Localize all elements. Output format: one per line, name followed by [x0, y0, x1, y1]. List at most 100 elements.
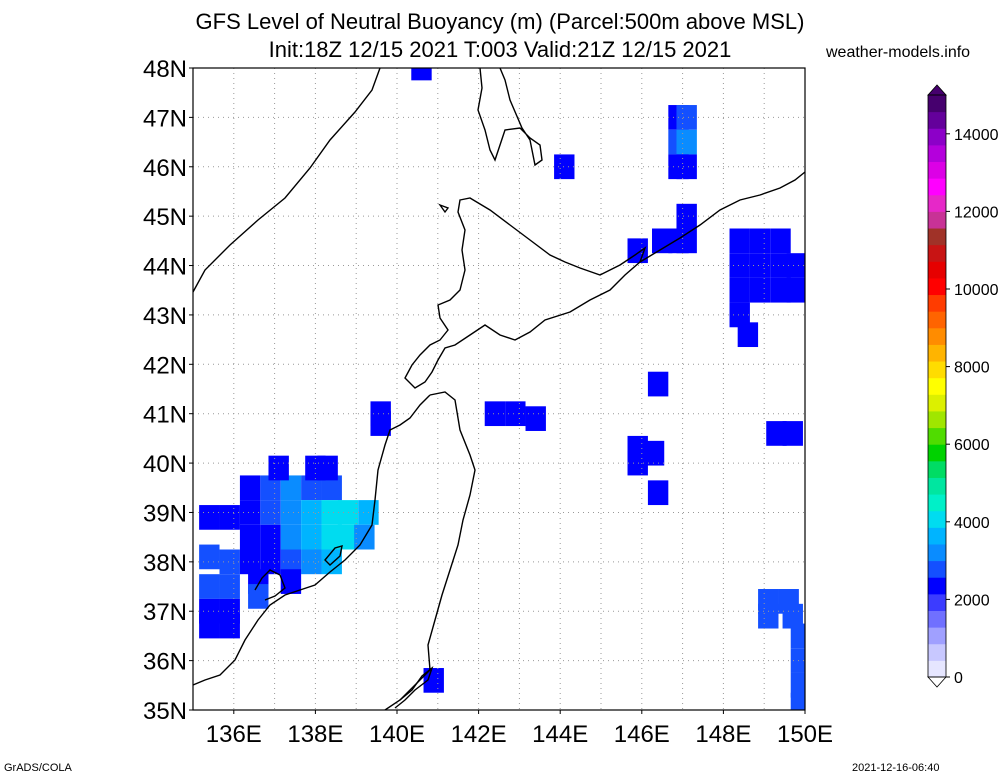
field-cell — [647, 371, 669, 397]
lon-tick-label: 144E — [532, 721, 588, 748]
colorbar-segment — [928, 660, 946, 678]
field-cell — [239, 549, 261, 575]
colorbar-segment — [928, 294, 946, 312]
colorbar-segment — [928, 427, 946, 445]
colorbar-label: 6000 — [954, 437, 990, 454]
latitude-labels: 48N 47N 46N 45N 44N 43N 42N 41N 40N 39N 38N 37N 36N 3… — [143, 56, 193, 725]
lat-tick-label: 39N — [143, 500, 187, 527]
colorbar-label: 14000 — [954, 127, 999, 144]
lon-tick-label: 142E — [451, 721, 507, 748]
map-grid — [193, 68, 805, 710]
field-cell — [652, 228, 673, 254]
colorbar-max-arrow — [927, 84, 947, 96]
field-cell — [423, 668, 444, 693]
field-cell — [280, 500, 302, 525]
field-cell — [411, 68, 432, 81]
lat-tick-label: 46N — [143, 155, 187, 182]
colorbar-segment — [928, 194, 946, 212]
lat-tick-label: 48N — [143, 56, 187, 83]
coastline-hokkaido — [404, 197, 647, 389]
field-cell — [525, 406, 546, 431]
field-cell — [219, 549, 240, 575]
lon-tick-label: 146E — [614, 721, 670, 748]
field-cell — [260, 475, 281, 501]
lat-tick-label: 41N — [143, 402, 187, 429]
field-cell — [676, 228, 697, 254]
colorbar-segment — [928, 344, 946, 362]
footer-timestamp: 2021-12-16-06:40 — [852, 762, 940, 774]
colorbar-segment — [928, 128, 946, 146]
field-cell — [321, 500, 342, 525]
field-cell — [260, 549, 281, 575]
field-cell — [219, 574, 240, 599]
field-cell — [337, 524, 359, 550]
lat-tick-label: 36N — [143, 649, 187, 676]
field-cell — [749, 228, 771, 254]
field-cell — [301, 475, 322, 501]
lat-tick-label: 37N — [143, 599, 187, 626]
colorbar-segment — [928, 95, 946, 113]
lat-tick-label: 44N — [143, 254, 187, 281]
colorbar-segment — [928, 144, 946, 163]
coastline-rishiri — [438, 203, 450, 214]
field-cell — [676, 154, 697, 180]
coastlines — [193, 68, 805, 710]
field-cell — [239, 475, 261, 501]
field-cell — [280, 475, 302, 501]
field-cell — [248, 584, 269, 609]
coastline-kanto — [394, 665, 434, 709]
plot-frame — [192, 67, 806, 711]
field-cell — [321, 524, 342, 550]
field-cell — [770, 277, 791, 303]
longitude-labels: 136E 138E 140E 142E 144E 146E 148E 150E — [206, 710, 833, 748]
field-cell — [729, 253, 750, 278]
field-cell — [647, 480, 669, 506]
colorbar-segment — [928, 510, 946, 528]
colorbar-segment — [928, 477, 946, 495]
colorbar-segment — [928, 494, 946, 512]
field-cell — [199, 505, 220, 530]
field-cell — [280, 524, 302, 550]
field-cell — [301, 500, 322, 525]
colorbar-segment — [928, 111, 946, 129]
lon-tick-label: 148E — [695, 721, 751, 748]
field-cell — [729, 277, 750, 303]
site-credit: weather-models.info — [826, 44, 971, 61]
field-cell — [790, 692, 805, 710]
field-cell — [770, 253, 791, 278]
colorbar-segment — [928, 178, 946, 196]
colorbar: 0 2000 4000 6000 8000 10000 12000 14000 — [927, 84, 999, 688]
field-cell — [239, 524, 261, 550]
field-cell — [484, 401, 506, 427]
colorbar-label: 8000 — [954, 360, 990, 377]
field-cell — [317, 455, 338, 481]
lat-tick-label: 43N — [143, 303, 187, 330]
lat-tick-label: 35N — [143, 698, 187, 725]
lat-tick-label: 42N — [143, 352, 187, 379]
field-cell — [370, 401, 391, 427]
field-cell — [321, 475, 342, 501]
colorbar-segment — [928, 228, 946, 246]
field-cell — [505, 401, 526, 427]
field-cell — [782, 603, 803, 629]
field-cell — [676, 129, 697, 155]
colorbar-segment — [928, 211, 946, 229]
field-cell — [643, 440, 665, 466]
colorbar-segment — [928, 394, 946, 412]
colorbar-segment — [928, 593, 946, 611]
colorbar-min-arrow — [927, 676, 947, 688]
field-cell — [729, 228, 750, 254]
map-title: GFS Level of Neutral Buoyancy (m) (Parce… — [195, 9, 805, 34]
field-cell — [219, 505, 240, 530]
colorbar-segment — [928, 361, 946, 379]
colorbar-segment — [928, 161, 946, 179]
colorbar-segment — [928, 444, 946, 462]
lon-tick-label: 140E — [369, 721, 425, 748]
colorbar-segment — [928, 577, 946, 595]
field-cell — [260, 500, 281, 525]
colorbar-segment — [928, 560, 946, 578]
lon-tick-label: 150E — [777, 721, 833, 748]
colorbar-segment — [928, 643, 946, 661]
colorbar-segment — [928, 543, 946, 562]
